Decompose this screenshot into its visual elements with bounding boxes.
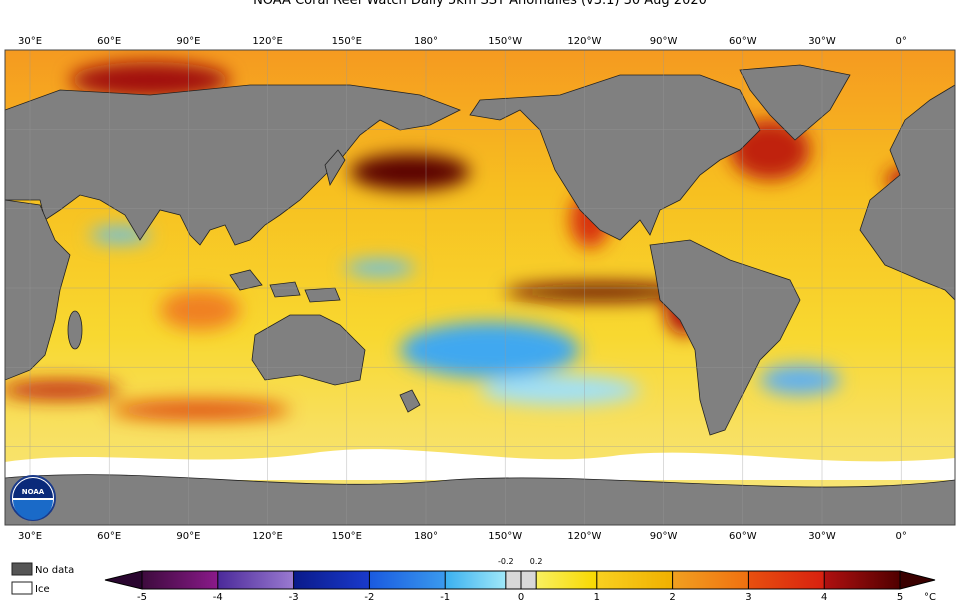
- colorbar-tick-label: 0.2: [530, 557, 543, 566]
- lon-label: 150°W: [488, 36, 522, 47]
- colorbar-high-end: [899, 570, 936, 590]
- colorbar-tick-label: 1: [594, 592, 600, 600]
- map: [5, 50, 955, 525]
- lon-label: 30°W: [808, 36, 836, 47]
- colorbar-segment: [748, 571, 825, 589]
- lon-label: 180°: [414, 36, 438, 47]
- colorbar-segment: [293, 571, 370, 589]
- colorbar-tick-label: -4: [213, 592, 223, 600]
- colorbar-segment: [596, 571, 673, 589]
- lon-label: 30°E: [18, 531, 42, 542]
- colorbar-tick-label: -2: [364, 592, 374, 600]
- colorbar-tick-label: -5: [137, 592, 147, 600]
- colorbar-tick-label: 2: [669, 592, 675, 600]
- lon-label: 30°E: [18, 36, 42, 47]
- lon-label: 90°W: [650, 531, 678, 542]
- colorbar-segment: [672, 571, 749, 589]
- lon-label: 90°E: [176, 36, 200, 47]
- lon-label: 120°W: [567, 531, 601, 542]
- lon-label: 60°E: [97, 531, 121, 542]
- colorbar-tick-label: -1: [440, 592, 450, 600]
- lon-label: 0°: [896, 36, 907, 47]
- logo-text: NOAA: [22, 488, 45, 496]
- title: NOAA Coral Reef Watch Daily 5km SST Anom…: [253, 0, 707, 8]
- colorbar-segment: [824, 571, 900, 589]
- no-data-swatch: [11, 562, 33, 576]
- colorbar-tick-label: 5: [897, 592, 903, 600]
- lon-label: 60°W: [729, 531, 757, 542]
- lon-label: 120°E: [252, 531, 282, 542]
- legend-label: Ice: [35, 584, 50, 595]
- colorbar-unit: °C: [924, 592, 936, 600]
- antarctica: [5, 474, 955, 525]
- lon-label: 180°: [414, 531, 438, 542]
- colorbar-tick-label: 3: [745, 592, 751, 600]
- lon-label: 150°E: [332, 531, 362, 542]
- colorbar-tick-label: 4: [821, 592, 827, 600]
- lon-label: 120°E: [252, 36, 282, 47]
- colorbar-tick-label: -0.2: [498, 557, 514, 566]
- lon-label: 150°W: [488, 531, 522, 542]
- colorbar-segment: [445, 571, 506, 589]
- legend-label: No data: [35, 565, 74, 576]
- colorbar-segment: [369, 571, 446, 589]
- land: [5, 64, 955, 436]
- ice: [5, 449, 955, 480]
- lon-label: 90°W: [650, 36, 678, 47]
- colorbar-segment: [536, 571, 597, 589]
- lon-label: 90°E: [176, 531, 200, 542]
- colorbar-tick-label: 0: [518, 592, 524, 600]
- lon-label: 120°W: [567, 36, 601, 47]
- graticule: [5, 50, 955, 525]
- map-frame: [4, 49, 956, 526]
- lon-label: 60°E: [97, 36, 121, 47]
- lon-label: 30°W: [808, 531, 836, 542]
- colorbar-segment: [217, 571, 294, 589]
- lon-label: 0°: [896, 531, 907, 542]
- colorbar-low-end: [104, 570, 143, 590]
- colorbar-segment: [142, 571, 218, 589]
- lon-label: 60°W: [729, 36, 757, 47]
- ice-swatch: [11, 581, 33, 595]
- lon-label: 150°E: [332, 36, 362, 47]
- noaa-logo: NOAA: [10, 475, 56, 521]
- colorbar: -5 -4 -3 -2 -1 0 1 2 3 4 5 -0.2 0.2 °C: [104, 557, 936, 600]
- colorbar-tick-label: -3: [289, 592, 299, 600]
